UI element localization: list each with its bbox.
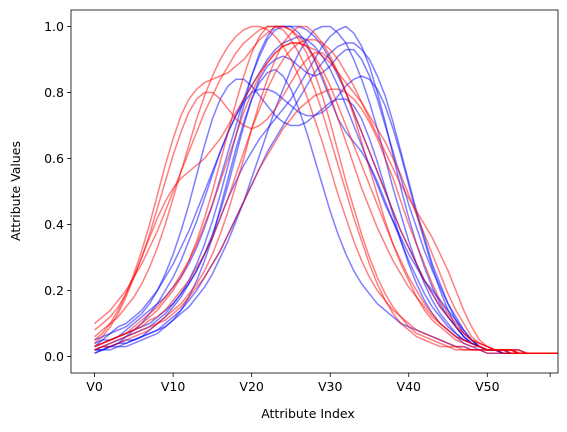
y-tick-label-1: 0.2 bbox=[44, 283, 64, 298]
y-axis-label: Attribute Values bbox=[8, 141, 23, 241]
series-line-18 bbox=[94, 25, 558, 354]
series-lines bbox=[94, 25, 558, 354]
y-tick-label-2: 0.4 bbox=[44, 217, 64, 232]
plot-frame bbox=[70, 9, 559, 374]
x-tick-label-2: V20 bbox=[239, 379, 264, 394]
x-tick-label-3: V30 bbox=[318, 379, 343, 394]
series-line-17 bbox=[94, 88, 558, 354]
y-tick-label-5: 1.0 bbox=[44, 19, 64, 34]
x-axis: V0 V10 V20 V30 V40 V50 bbox=[86, 373, 551, 394]
y-tick-label-0: 0.0 bbox=[44, 349, 64, 364]
y-tick-label-4: 0.8 bbox=[44, 85, 64, 100]
y-axis: 0.0 0.2 0.4 0.6 0.8 1.0 bbox=[44, 19, 71, 364]
x-tick-label-5: V50 bbox=[475, 379, 500, 394]
x-tick-label-0: V0 bbox=[86, 379, 103, 394]
series-line-16 bbox=[94, 25, 558, 354]
x-axis-label: Attribute Index bbox=[261, 406, 355, 421]
series-line-19 bbox=[94, 38, 558, 354]
plot-area bbox=[71, 10, 558, 373]
x-tick-label-1: V10 bbox=[161, 379, 186, 394]
y-tick-label-3: 0.6 bbox=[44, 151, 64, 166]
x-tick-label-4: V40 bbox=[397, 379, 422, 394]
